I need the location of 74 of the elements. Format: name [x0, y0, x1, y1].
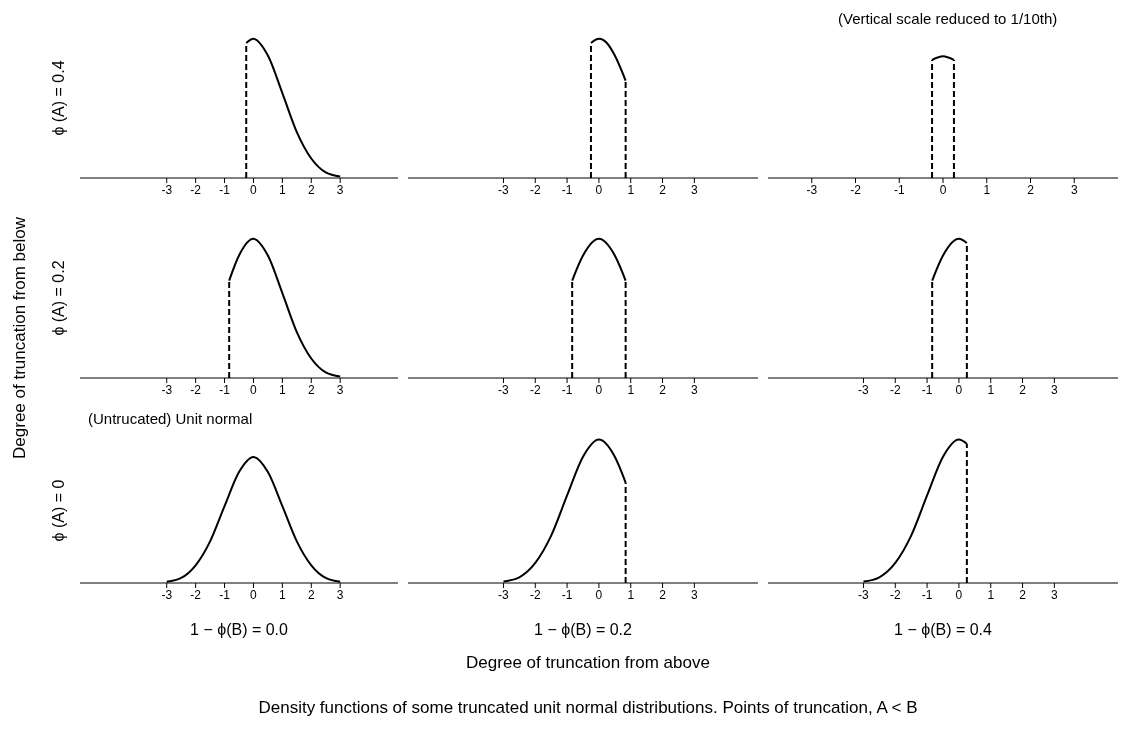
x-tick-label: 1	[987, 587, 995, 602]
x-tick-label: 2	[307, 182, 315, 197]
x-tick-label: -1	[921, 587, 933, 602]
x-tick-label: -3	[858, 382, 870, 397]
x-tick-label: 0	[939, 182, 947, 197]
x-tick-label: 2	[659, 182, 667, 197]
x-tick-label: -2	[529, 382, 541, 397]
x-tick-label: 3	[691, 382, 699, 397]
x-tick-label: -1	[561, 587, 573, 602]
x-tick-label: -3	[161, 382, 173, 397]
x-tick-label: -2	[529, 587, 541, 602]
y-axis-title: ϕ (A) = 0	[49, 479, 67, 542]
x-tick-label: -2	[850, 182, 862, 197]
x-tick-label: 2	[307, 382, 315, 397]
x-tick-label: 2	[1019, 587, 1027, 602]
text: Degree of truncation from above	[466, 653, 710, 673]
x-tick-label: 0	[250, 382, 258, 397]
text: Degree of truncation from below	[10, 217, 30, 459]
x-tick-label: -1	[893, 182, 905, 197]
x-tick-label: 0	[595, 382, 603, 397]
x-tick-label: -3	[498, 182, 510, 197]
x-tick-label: 3	[691, 587, 699, 602]
text: (Vertical scale reduced to 1/10th)	[838, 10, 1058, 27]
x-tick-label: -1	[219, 382, 231, 397]
x-tick-label: 3	[1051, 587, 1059, 602]
x-tick-label: 0	[595, 182, 603, 197]
x-tick-label: -1	[561, 182, 573, 197]
text: (Untrucated) Unit normal	[88, 410, 253, 427]
x-tick-label: 2	[659, 382, 667, 397]
x-axis-title: 1 − ϕ(B) = 0.4	[894, 621, 993, 638]
y-axis-title: ϕ (A) = 0.4	[49, 60, 67, 136]
x-tick-label: -1	[921, 382, 933, 397]
x-tick-label: 1	[627, 382, 635, 397]
x-tick-label: 1	[983, 182, 991, 197]
x-tick-label: -1	[219, 587, 231, 602]
x-tick-label: 1	[987, 382, 995, 397]
x-tick-label: 2	[1019, 382, 1027, 397]
x-tick-label: 3	[336, 182, 344, 197]
x-tick-label: 3	[336, 587, 344, 602]
x-axis-title: 1 − ϕ(B) = 0.2	[534, 621, 633, 638]
x-tick-label: 1	[627, 587, 635, 602]
x-tick-label: -2	[889, 587, 901, 602]
x-tick-label: -2	[529, 182, 541, 197]
x-axis-title: 1 − ϕ(B) = 0.0	[190, 621, 289, 638]
text: Density functions of some truncated unit normal distributions. Points of truncation, A < B	[258, 698, 918, 718]
x-tick-label: -2	[889, 382, 901, 397]
x-tick-label: 0	[595, 587, 603, 602]
x-tick-label: -3	[161, 182, 173, 197]
x-tick-label: 0	[955, 382, 963, 397]
x-tick-label: 0	[250, 587, 258, 602]
x-tick-label: 1	[627, 182, 635, 197]
x-tick-label: -2	[190, 587, 202, 602]
x-tick-label: 3	[336, 382, 344, 397]
x-tick-label: -3	[498, 587, 510, 602]
x-tick-label: 1	[279, 182, 287, 197]
x-tick-label: -3	[498, 382, 510, 397]
x-tick-label: 0	[250, 182, 258, 197]
x-tick-label: -2	[190, 182, 202, 197]
x-tick-label: 3	[1051, 382, 1059, 397]
x-tick-label: 2	[307, 587, 315, 602]
x-tick-label: -3	[858, 587, 870, 602]
x-tick-label: -2	[190, 382, 202, 397]
x-tick-label: 2	[659, 587, 667, 602]
x-tick-label: -3	[806, 182, 818, 197]
x-tick-label: 3	[691, 182, 699, 197]
x-tick-label: -3	[161, 587, 173, 602]
x-tick-label: 2	[1027, 182, 1035, 197]
x-tick-label: 3	[1070, 182, 1078, 197]
y-axis-title: ϕ (A) = 0.2	[49, 260, 67, 336]
x-tick-label: -1	[561, 382, 573, 397]
x-tick-label: 0	[955, 587, 963, 602]
x-tick-label: 1	[279, 382, 287, 397]
x-tick-label: 1	[279, 587, 287, 602]
x-tick-label: -1	[219, 182, 231, 197]
